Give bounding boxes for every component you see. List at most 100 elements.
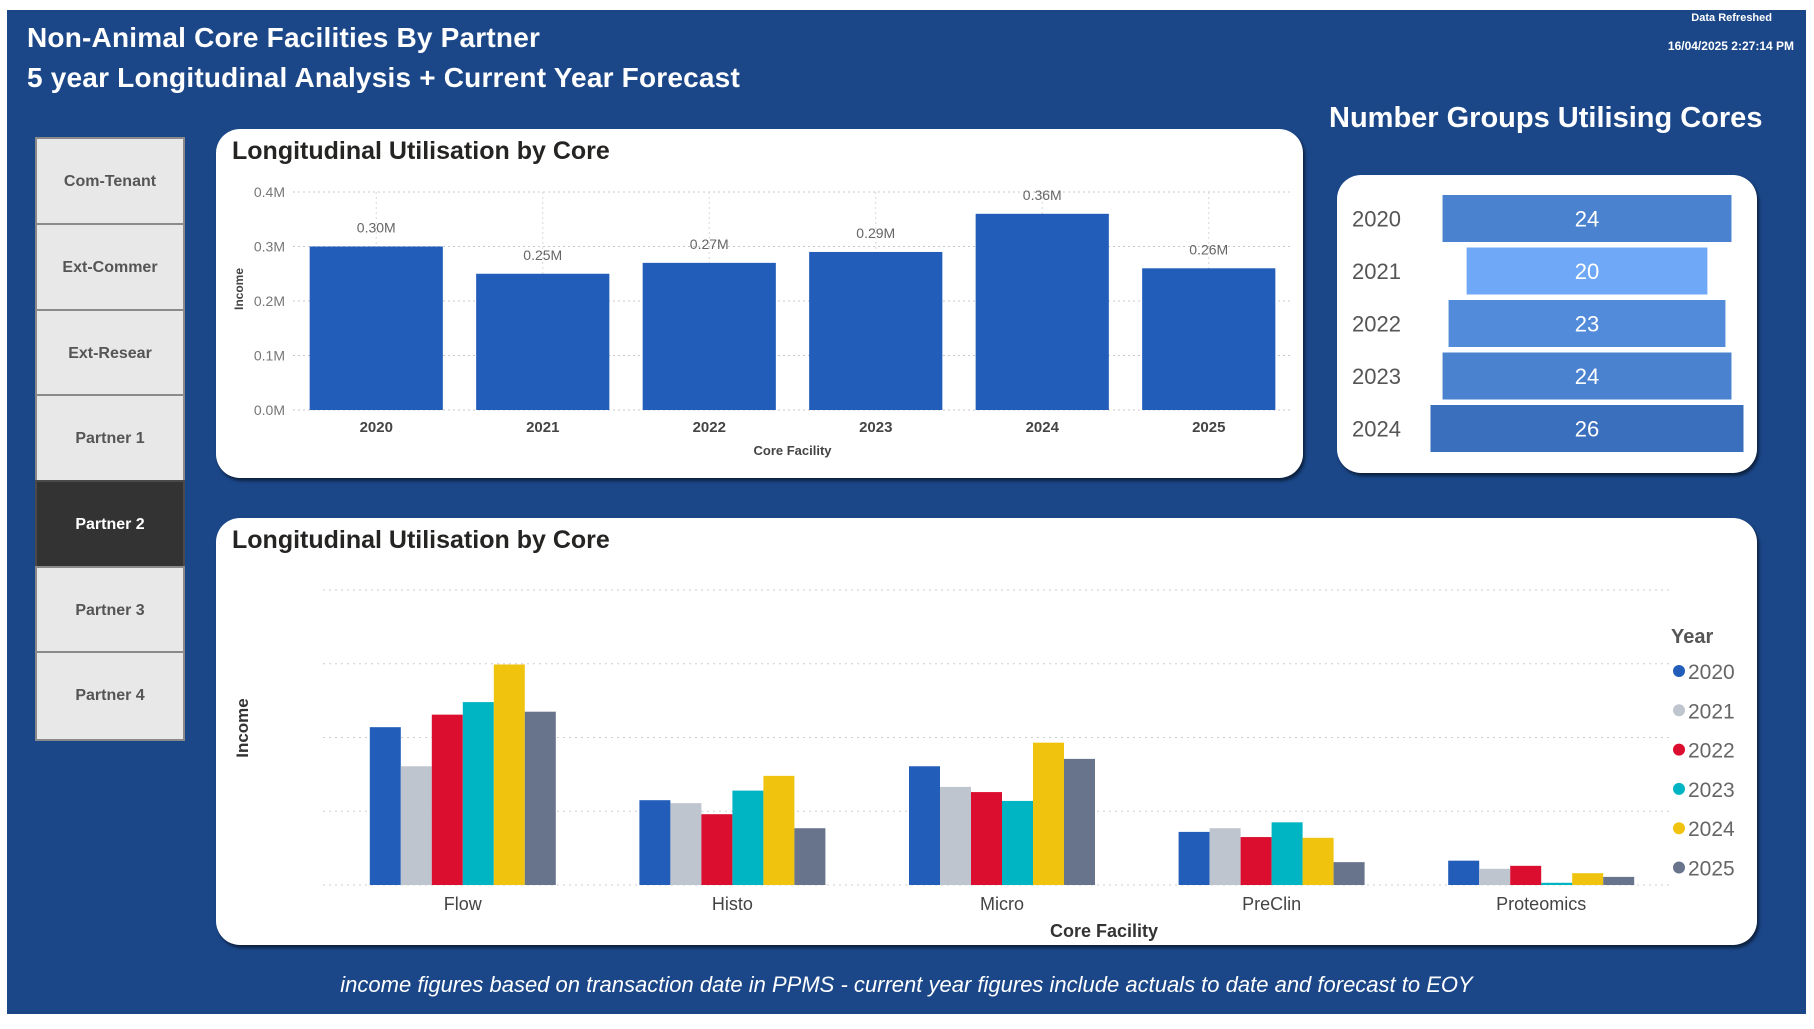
legend-item-label: 2024 [1688, 818, 1735, 841]
dashboard-subtitle: 5 year Longitudinal Analysis + Current Y… [27, 62, 740, 93]
bar-proteomics-2022 [1510, 865, 1542, 885]
bar-2024 [975, 213, 1109, 410]
nav-button-partner-4[interactable]: Partner 4 [35, 651, 185, 741]
legend-item-label: 2025 [1688, 858, 1735, 881]
bar-flow-2020 [369, 727, 401, 885]
data-label: 0.30M [357, 220, 396, 236]
bar-preclin-2020 [1178, 831, 1210, 885]
funnel-bar-2020 [1442, 195, 1732, 242]
legend-marker-2022 [1673, 743, 1685, 756]
nav-button-ext-commer[interactable]: Ext-Commer [35, 223, 185, 313]
bar-2022 [642, 262, 776, 410]
y-tick-label: 0.0M [254, 402, 285, 418]
x-tick-label: Histo [712, 894, 753, 914]
nav-button-com-tenant[interactable]: Com-Tenant [35, 137, 185, 227]
funnel-value-label: 26 [1575, 417, 1599, 442]
groups-funnel-chart: 2020 24 2021 20 2022 23 2023 24 2024 26 [1352, 195, 1744, 452]
groups-title: Number Groups Utilising Cores [1329, 102, 1763, 134]
funnel-category-label: 2022 [1352, 312, 1401, 337]
x-tick-label: PreClin [1242, 894, 1301, 914]
bar-2023 [809, 251, 943, 410]
bar-proteomics-2020 [1448, 860, 1480, 885]
funnel-bar-2021 [1466, 247, 1708, 295]
x-tick-label: 2021 [526, 419, 559, 436]
data-label: 0.36M [1023, 187, 1062, 203]
income-by-core-panel: Longitudinal Utilisation by Core Flow His… [216, 518, 1757, 945]
bar-histo-2021 [670, 803, 702, 885]
funnel-bar-2023 [1442, 352, 1732, 400]
y-axis-title: Income [232, 268, 246, 310]
dashboard-title: Non-Animal Core Facilities By Partner [27, 22, 541, 53]
bar-preclin-2025 [1333, 862, 1365, 885]
x-tick-label: 2023 [859, 419, 892, 436]
chart-title: Longitudinal Utilisation by Core [232, 526, 610, 554]
bar-proteomics-2025 [1603, 876, 1635, 885]
income-by-core-chart: Flow Histo Micro PreClin Proteomics Core Faci… [233, 589, 1735, 941]
bar-flow-2024 [493, 664, 525, 885]
bar-flow-2025 [524, 711, 556, 885]
funnel-value-label: 20 [1575, 259, 1599, 284]
data-refreshed-time: 16/04/2025 2:27:14 PM [1667, 39, 1794, 53]
legend-marker-2021 [1673, 704, 1685, 717]
nav-button-ext-resear[interactable]: Ext-Resear [35, 309, 185, 399]
nav-button-label: Partner 4 [75, 687, 145, 704]
bar-histo-2022 [701, 814, 733, 885]
legend-item-label: 2023 [1688, 779, 1735, 802]
nav-button-label: Partner 2 [75, 516, 145, 533]
bar-flow-2022 [431, 714, 463, 885]
funnel-bar-2022 [1448, 300, 1726, 347]
data-label: 0.26M [1189, 241, 1228, 257]
funnel-value-label: 24 [1575, 364, 1599, 389]
bar-2025 [1142, 268, 1276, 410]
y-tick-label: 0.1M [254, 348, 285, 364]
x-tick-label: 2025 [1192, 419, 1225, 436]
y-tick-label: 0.3M [254, 239, 285, 255]
y-axis-title: Income [233, 698, 252, 758]
funnel-value-label: 24 [1575, 207, 1599, 232]
y-tick-label: 0.4M [254, 184, 285, 200]
funnel-category-label: 2024 [1352, 417, 1401, 442]
x-axis-title: Core Facility [753, 443, 832, 458]
dashboard-canvas: Non-Animal Core Facilities By Partner 5 … [7, 10, 1806, 1014]
x-tick-label: Flow [444, 894, 483, 914]
y-tick-label: 0.2M [254, 293, 285, 309]
bar-micro-2022 [971, 792, 1002, 885]
footer-note: income figures based on transaction date… [340, 972, 1473, 997]
legend-marker-2023 [1673, 782, 1685, 795]
bar-proteomics-2021 [1479, 868, 1511, 885]
groups-funnel-panel: 2020 24 2021 20 2022 23 2023 24 2024 26 [1337, 175, 1757, 473]
bar-micro-2020 [909, 766, 940, 885]
nav-button-partner-3[interactable]: Partner 3 [35, 566, 185, 656]
nav-button-label: Partner 1 [75, 430, 145, 447]
bar-micro-2021 [940, 786, 971, 885]
x-tick-label: 2024 [1026, 419, 1060, 436]
x-axis-title: Core Facility [1050, 921, 1158, 941]
bar-preclin-2023 [1271, 822, 1303, 885]
bar-histo-2024 [763, 775, 795, 885]
funnel-category-label: 2021 [1352, 259, 1401, 284]
nav-button-partner-2[interactable]: Partner 2 [35, 480, 185, 570]
nav-button-partner-1[interactable]: Partner 1 [35, 394, 185, 484]
legend-marker-2024 [1673, 822, 1685, 835]
bar-histo-2025 [794, 828, 826, 885]
x-tick-label: 2020 [360, 419, 393, 436]
legend-marker-2020 [1673, 665, 1685, 677]
funnel-value-label: 23 [1575, 312, 1599, 337]
bar-flow-2021 [400, 766, 432, 885]
bar-histo-2020 [639, 800, 671, 885]
funnel-bar-2024 [1430, 405, 1744, 452]
bar-micro-2023 [1002, 800, 1033, 885]
funnel-category-label: 2020 [1352, 207, 1401, 232]
legend-item-label: 2020 [1688, 661, 1735, 684]
legend-item-label: 2022 [1688, 740, 1735, 763]
data-label: 0.29M [856, 225, 895, 241]
bar-proteomics-2023 [1541, 882, 1573, 885]
bar-flow-2023 [462, 702, 494, 885]
bar-preclin-2022 [1240, 837, 1272, 885]
data-refreshed-label: Data Refreshed [1691, 12, 1772, 24]
x-tick-label: Proteomics [1496, 894, 1586, 914]
legend-title: Year [1671, 626, 1713, 648]
bar-2020 [309, 246, 443, 410]
legend-item-label: 2021 [1688, 700, 1735, 723]
nav-button-label: Ext-Commer [62, 259, 158, 276]
